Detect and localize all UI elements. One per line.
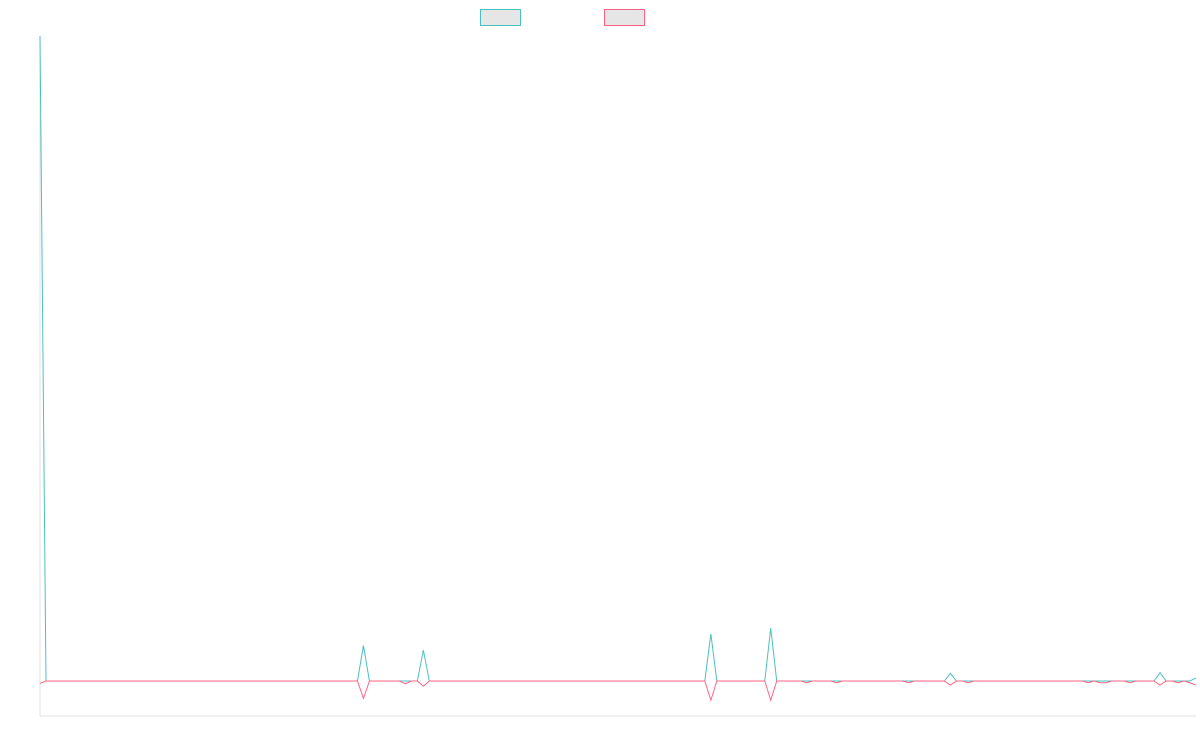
series-layer: [39, 35, 1197, 702]
axes: [39, 36, 1196, 717]
legend: [480, 9, 645, 26]
legend-swatch-0[interactable]: [480, 9, 521, 26]
legend-swatch-1[interactable]: [604, 9, 645, 26]
series-line-1: [39, 680, 1197, 702]
series-line-0: [39, 35, 1197, 682]
